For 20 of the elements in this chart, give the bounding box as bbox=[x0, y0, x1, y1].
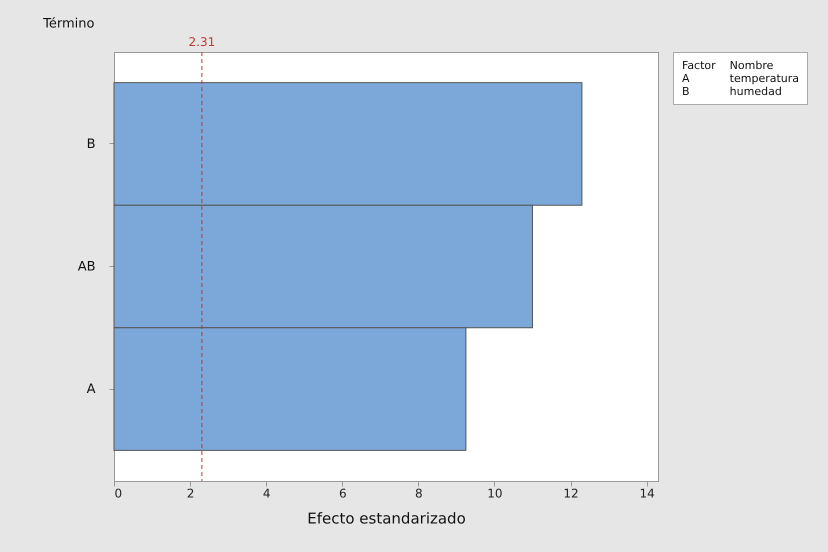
text: Factor bbox=[682, 59, 716, 72]
y-tick-label: A bbox=[86, 382, 96, 398]
text: humedad bbox=[730, 85, 783, 98]
x-tick-label: 0 bbox=[114, 486, 122, 500]
text: Nombre bbox=[730, 59, 774, 72]
ref-line-label: 2.31 bbox=[188, 35, 216, 49]
y-tick-label: AB bbox=[78, 260, 96, 274]
x-tick-label: 4 bbox=[262, 486, 270, 500]
y-tick-label: B bbox=[86, 136, 96, 152]
x-tick-label: 12 bbox=[563, 486, 579, 500]
x-axis-title: Efecto estandarizado bbox=[307, 510, 466, 528]
x-tick-label: 14 bbox=[639, 486, 655, 500]
x-tick-label: 6 bbox=[338, 486, 347, 500]
x-tick-label: 8 bbox=[415, 486, 423, 500]
text: temperatura bbox=[730, 72, 800, 85]
y-axis-title: Término bbox=[42, 16, 95, 32]
x-tick-label: 10 bbox=[487, 486, 503, 500]
text: B bbox=[682, 85, 691, 98]
x-tick-label: 2 bbox=[186, 486, 194, 500]
text: A bbox=[682, 72, 691, 85]
